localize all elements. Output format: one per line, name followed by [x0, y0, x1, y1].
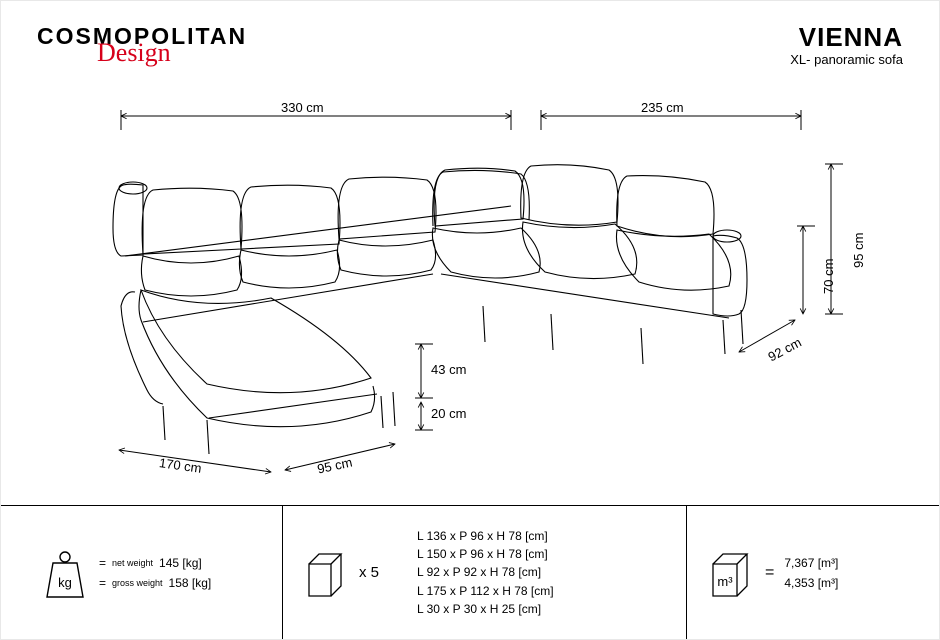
pkg-line: L 136 x P 96 x H 78 [cm] — [417, 528, 554, 544]
footer-info-strip: kg = net weight 145 [kg] = gross weight … — [1, 505, 939, 639]
dim-width-right: 235 cm — [641, 100, 684, 115]
net-weight-value: 145 [kg] — [159, 556, 202, 570]
dim-leg-gap: 43 cm — [431, 362, 466, 377]
box-icon — [301, 546, 349, 600]
dim-leg-height: 20 cm — [431, 406, 466, 421]
pkg-line: L 150 x P 96 x H 78 [cm] — [417, 546, 554, 562]
dim-seat-height: 70 cm — [821, 259, 836, 294]
volume-icon: m³ — [705, 546, 755, 600]
pkg-line: L 30 x P 30 x H 25 [cm] — [417, 601, 554, 617]
product-subtitle: XL- panoramic sofa — [790, 53, 903, 68]
product-name: VIENNA — [790, 23, 903, 53]
row-gross-weight: = gross weight 158 [kg] — [99, 576, 211, 590]
product-block: VIENNA XL- panoramic sofa — [790, 23, 903, 68]
panel-packages: x 5 L 136 x P 96 x H 78 [cm] L 150 x P 9… — [283, 506, 687, 639]
dim-width-left: 330 cm — [281, 100, 324, 115]
brand-script: Design — [97, 38, 171, 68]
weight-icon: kg — [41, 547, 89, 599]
gross-weight-label: gross weight — [112, 578, 163, 588]
panel-volume: m³ = 7,367 [m³] 4,353 [m³] — [687, 506, 917, 639]
row-net-weight: = net weight 145 [kg] — [99, 556, 211, 570]
dim-height-total: 95 cm — [851, 233, 866, 268]
sofa-line-drawing — [81, 106, 871, 476]
volume-b: 4,353 [m³] — [784, 576, 838, 590]
svg-text:m³: m³ — [717, 574, 733, 589]
package-dimensions-list: L 136 x P 96 x H 78 [cm] L 150 x P 96 x … — [417, 528, 554, 617]
header: COSMOPOLITAN Design VIENNA XL- panoramic… — [1, 1, 939, 68]
pkg-line: L 92 x P 92 x H 78 [cm] — [417, 564, 554, 580]
gross-weight-value: 158 [kg] — [169, 576, 212, 590]
diagram: 330 cm 235 cm 95 cm 70 cm 92 cm 170 cm 9… — [81, 106, 871, 476]
pkg-line: L 175 x P 112 x H 78 [cm] — [417, 583, 554, 599]
package-count: x 5 — [359, 564, 379, 581]
net-weight-label: net weight — [112, 558, 153, 568]
panel-weight: kg = net weight 145 [kg] = gross weight … — [23, 506, 283, 639]
volume-a: 7,367 [m³] — [784, 556, 838, 570]
brand-block: COSMOPOLITAN Design — [37, 23, 247, 68]
svg-text:kg: kg — [58, 575, 72, 590]
